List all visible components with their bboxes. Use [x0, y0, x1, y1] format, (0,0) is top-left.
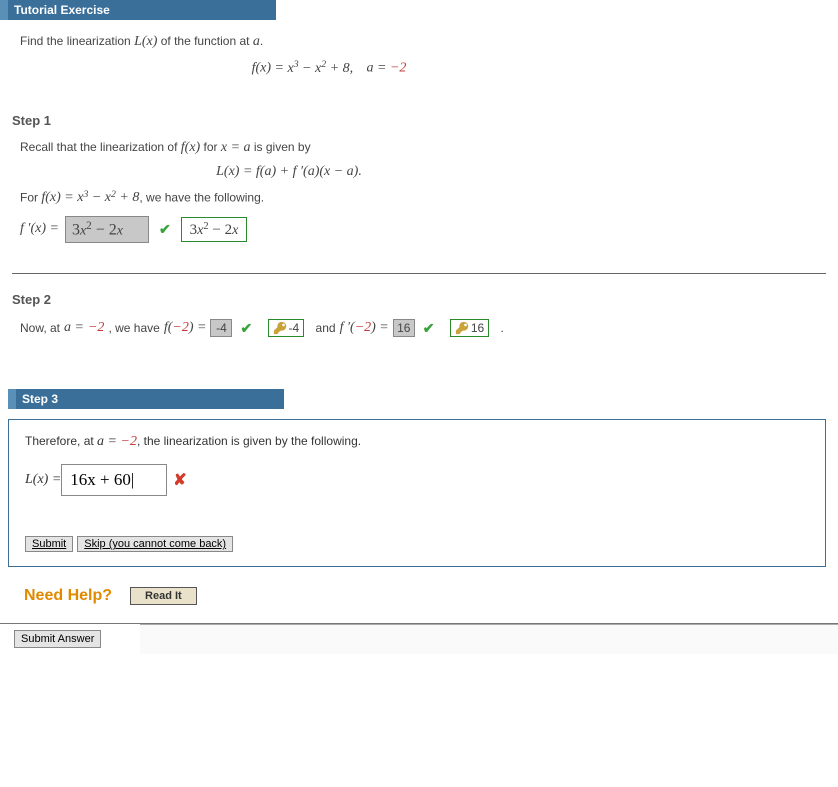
a-eq: a =: [366, 61, 389, 76]
s2-prefix: Now, at: [20, 321, 60, 335]
recall-line: Recall that the linearization of f(x) fo…: [20, 140, 818, 156]
step3-text: Therefore, at a = −2, the linearization …: [25, 434, 809, 450]
need-help-row: Need Help? Read It: [24, 587, 838, 605]
footer-bar: Submit Answer: [0, 623, 838, 654]
need-help-label: Need Help?: [24, 587, 112, 605]
prompt-period: .: [260, 34, 263, 48]
divider-1: [12, 273, 826, 274]
function-definition: f(x) = x3 − x2 + 8, a = −2: [0, 58, 818, 77]
skip-button[interactable]: Skip (you cannot come back): [77, 536, 233, 552]
recall-prefix: Recall that the linearization of: [20, 140, 181, 154]
s2-mid: , we have: [108, 321, 159, 335]
lx-input[interactable]: [61, 464, 167, 496]
key-icon: [273, 321, 287, 335]
fx-rhs: x3 − x2 + 8,: [287, 61, 353, 76]
lx-label: L(x) =: [25, 472, 61, 488]
fprime-row: f ′(x) = 3x2 − 2x ✔ 3x2 − 2x: [20, 216, 818, 242]
for-fx: f(x) = x3 − x2 + 8: [41, 190, 139, 205]
key-icon-2: [455, 321, 469, 335]
s2-period: .: [501, 321, 504, 335]
a-value: −2: [390, 61, 406, 76]
s3-a-eq: a =: [97, 434, 120, 449]
submit-step-button[interactable]: Submit: [25, 536, 73, 552]
submit-label: Submit: [32, 538, 66, 550]
recall-xa: x = a: [221, 140, 251, 155]
s2-fprime-label: f ′(−2) =: [340, 320, 389, 336]
recall-suffix: is given by: [251, 140, 311, 154]
submit-answer-button[interactable]: Submit Answer: [14, 630, 101, 648]
fprime-user-answer: 3x2 − 2x: [65, 216, 149, 242]
step3-title: Step 3: [16, 389, 284, 409]
fprime-correct-answer: 3x2 − 2x: [181, 217, 248, 242]
tutorial-header: Tutorial Exercise: [0, 0, 838, 20]
step3-box: Therefore, at a = −2, the linearization …: [8, 419, 826, 567]
lx-input-row: L(x) = ✘: [25, 464, 809, 496]
fneg2-correct: -4: [268, 319, 305, 338]
s2-f-label: f(−2) =: [164, 320, 207, 336]
fprimeneg2-correct: 16: [450, 319, 489, 338]
step1-content: Recall that the linearization of f(x) fo…: [0, 136, 838, 253]
linearization-formula: L(x) = f(a) + f ′(a)(x − a).: [0, 164, 818, 180]
fx-lhs: f(x) =: [252, 61, 288, 76]
step2-label: Step 2: [12, 292, 838, 307]
step3-accent: [8, 389, 16, 409]
check-icon-2: ✔: [240, 320, 252, 337]
fprimeneg2-correct-val: 16: [471, 321, 484, 335]
s2-a-val: −2: [88, 320, 104, 336]
step1-label: Step 1: [12, 113, 838, 128]
problem-statement: Find the linearization L(x) of the funct…: [0, 30, 838, 95]
fprime-label: f ′(x) =: [20, 221, 59, 237]
step3-header: Step 3: [8, 389, 838, 409]
recall-mid: for: [200, 140, 221, 154]
read-it-button[interactable]: Read It: [130, 587, 197, 605]
header-accent: [0, 0, 8, 20]
lx-symbol: L(x): [134, 34, 157, 49]
s3-suffix: , the linearization is given by the foll…: [137, 434, 361, 448]
fprimeneg2-user: 16: [393, 319, 415, 337]
prompt-text-2: of the function at: [157, 34, 252, 48]
fneg2-correct-val: -4: [289, 321, 300, 335]
for-prefix: For: [20, 190, 41, 204]
step3-buttons: Submit Skip (you cannot come back): [25, 536, 809, 552]
check-icon: ✔: [159, 221, 171, 238]
skip-label: Skip (you cannot come back): [84, 538, 226, 550]
recall-fx: f(x): [181, 140, 200, 155]
for-suffix: , we have the following.: [139, 190, 264, 204]
cross-icon: ✘: [173, 470, 186, 490]
s3-a-val: −2: [121, 434, 137, 449]
s2-a-eq: a =: [64, 320, 84, 336]
fneg2-user: -4: [210, 319, 232, 337]
step2-row: Now, at a = −2, we have f(−2) = -4 ✔ -4 …: [20, 319, 818, 338]
a-symbol: a: [253, 34, 260, 49]
step2-content: Now, at a = −2, we have f(−2) = -4 ✔ -4 …: [0, 315, 838, 348]
for-line: For f(x) = x3 − x2 + 8, we have the foll…: [20, 188, 818, 207]
prompt-text: Find the linearization: [20, 34, 134, 48]
check-icon-3: ✔: [423, 320, 435, 337]
header-title: Tutorial Exercise: [8, 0, 276, 20]
prompt-line: Find the linearization L(x) of the funct…: [20, 34, 818, 50]
s2-and: and: [316, 321, 336, 335]
s3-prefix: Therefore, at: [25, 434, 97, 448]
